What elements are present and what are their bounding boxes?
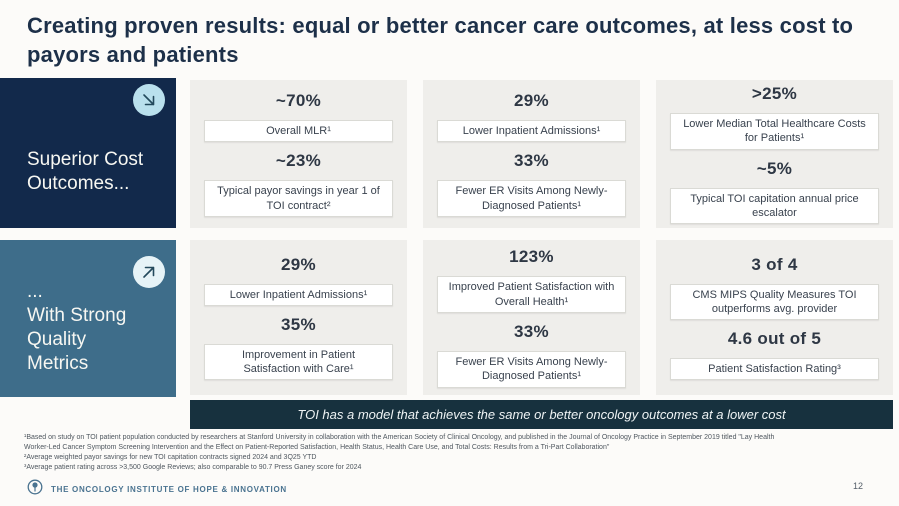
stat-value: 4.6 out of 5 — [727, 329, 822, 349]
footnote-2: ²Average weighted payor savings for new … — [24, 454, 317, 462]
stat-label: Lower Inpatient Admissions¹ — [437, 120, 626, 143]
sidebar-label-quality-metrics: ... With Strong Quality Metrics — [27, 281, 127, 375]
stat-value: ~5% — [756, 158, 793, 178]
sidebar-section-cost-outcomes: Superior Cost Outcomes... — [0, 78, 176, 228]
arrow-up-right-icon — [133, 256, 165, 288]
summary-banner: TOI has a model that achieves the same o… — [190, 400, 893, 429]
stat-card-mips-rating: 3 of 4 CMS MIPS Quality Measures TOI out… — [656, 240, 893, 395]
stat-label: CMS MIPS Quality Measures TOI outperform… — [670, 283, 879, 321]
stat-label: Fewer ER Visits Among Newly-Diagnosed Pa… — [437, 180, 626, 217]
stat-value: 29% — [281, 254, 316, 274]
stat-value: ~23% — [275, 151, 322, 171]
stat-label: Typical payor savings in year 1 of TOI c… — [204, 180, 393, 217]
stat-label: Fewer ER Visits Among Newly-Diagnosed Pa… — [437, 351, 626, 388]
brand-name: THE ONCOLOGY INSTITUTE OF HOPE & INNOVAT… — [51, 485, 287, 494]
stat-value: 3 of 4 — [751, 254, 798, 274]
stat-value: 35% — [281, 314, 316, 334]
sidebar-section-quality-metrics: ... With Strong Quality Metrics — [0, 240, 176, 397]
footnote-1: ¹Based on study on TOI patient populatio… — [24, 434, 775, 452]
arrow-down-right-icon — [133, 84, 165, 116]
footnotes: ¹Based on study on TOI patient populatio… — [24, 433, 886, 474]
stat-value: 33% — [514, 151, 549, 171]
stat-card-admissions-er: 29% Lower Inpatient Admissions¹ 33% Fewe… — [423, 80, 640, 228]
stat-value: 33% — [514, 322, 549, 341]
slide-title: Creating proven results: equal or better… — [27, 13, 854, 68]
footnote-3: ³Average patient rating across >3,500 Go… — [24, 464, 362, 472]
stat-value: ~70% — [275, 91, 322, 111]
stat-label: Patient Satisfaction Rating³ — [670, 358, 879, 381]
stat-label: Typical TOI capitation annual price esca… — [670, 187, 879, 225]
page-number: 12 — [852, 481, 863, 491]
stat-card-mlr-savings: ~70% Overall MLR¹ ~23% Typical payor sav… — [190, 80, 407, 228]
toi-tree-logo-icon — [27, 479, 43, 500]
stat-card-admissions-satisfaction: 29% Lower Inpatient Admissions¹ 35% Impr… — [190, 240, 407, 395]
sidebar-label-cost-outcomes: Superior Cost Outcomes... — [27, 149, 144, 195]
stat-label: Lower Inpatient Admissions¹ — [204, 283, 393, 306]
stat-value: 29% — [514, 91, 549, 111]
stat-card-costs-escalator: >25% Lower Median Total Healthcare Costs… — [656, 80, 893, 228]
stat-label: Improvement in Patient Satisfaction with… — [204, 343, 393, 381]
stat-label: Lower Median Total Healthcare Costs for … — [670, 112, 879, 150]
stat-label: Improved Patient Satisfaction with Overa… — [437, 276, 626, 313]
stat-value: >25% — [751, 83, 798, 103]
stat-card-health-er: 123% Improved Patient Satisfaction with … — [423, 240, 640, 395]
stat-label: Overall MLR¹ — [204, 120, 393, 143]
stat-value: 123% — [509, 247, 554, 267]
footer-brand: THE ONCOLOGY INSTITUTE OF HOPE & INNOVAT… — [27, 479, 287, 500]
